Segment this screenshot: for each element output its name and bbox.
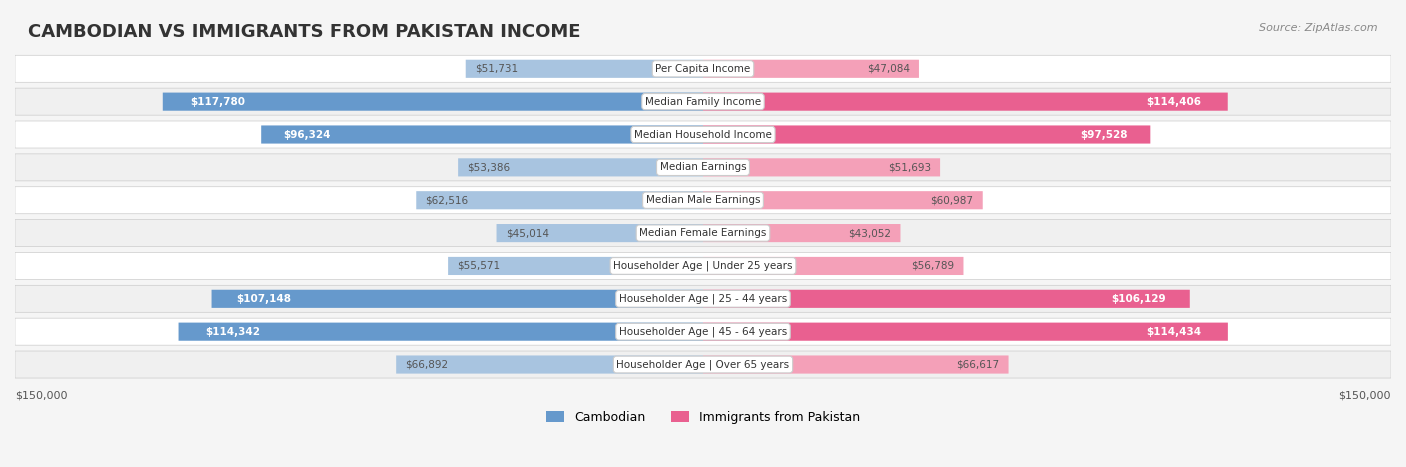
FancyBboxPatch shape [465, 60, 703, 78]
FancyBboxPatch shape [15, 187, 1391, 214]
FancyBboxPatch shape [496, 224, 703, 242]
Text: $106,129: $106,129 [1111, 294, 1166, 304]
FancyBboxPatch shape [416, 191, 703, 209]
Text: Median Household Income: Median Household Income [634, 129, 772, 140]
FancyBboxPatch shape [703, 60, 920, 78]
FancyBboxPatch shape [15, 219, 1391, 247]
FancyBboxPatch shape [15, 88, 1391, 115]
Text: CAMBODIAN VS IMMIGRANTS FROM PAKISTAN INCOME: CAMBODIAN VS IMMIGRANTS FROM PAKISTAN IN… [28, 23, 581, 42]
FancyBboxPatch shape [15, 285, 1391, 312]
Text: $114,342: $114,342 [205, 327, 260, 337]
Text: $43,052: $43,052 [848, 228, 891, 238]
Text: $47,084: $47,084 [866, 64, 910, 74]
Text: Householder Age | Under 25 years: Householder Age | Under 25 years [613, 261, 793, 271]
Text: $56,789: $56,789 [911, 261, 955, 271]
Text: Householder Age | 25 - 44 years: Householder Age | 25 - 44 years [619, 294, 787, 304]
FancyBboxPatch shape [15, 154, 1391, 181]
FancyBboxPatch shape [703, 257, 963, 275]
Text: $117,780: $117,780 [190, 97, 245, 106]
Text: $55,571: $55,571 [457, 261, 501, 271]
FancyBboxPatch shape [163, 92, 703, 111]
FancyBboxPatch shape [703, 224, 900, 242]
FancyBboxPatch shape [703, 355, 1008, 374]
Text: $96,324: $96,324 [283, 129, 330, 140]
Text: $107,148: $107,148 [236, 294, 291, 304]
Text: $45,014: $45,014 [506, 228, 548, 238]
Text: Per Capita Income: Per Capita Income [655, 64, 751, 74]
Text: $150,000: $150,000 [15, 391, 67, 401]
Text: $97,528: $97,528 [1080, 129, 1128, 140]
Text: Median Male Earnings: Median Male Earnings [645, 195, 761, 205]
FancyBboxPatch shape [458, 158, 703, 177]
Text: Householder Age | 45 - 64 years: Householder Age | 45 - 64 years [619, 326, 787, 337]
Text: Median Family Income: Median Family Income [645, 97, 761, 106]
Text: $62,516: $62,516 [426, 195, 468, 205]
Text: $60,987: $60,987 [931, 195, 973, 205]
FancyBboxPatch shape [179, 323, 703, 341]
Text: $53,386: $53,386 [467, 163, 510, 172]
Text: $150,000: $150,000 [1339, 391, 1391, 401]
Text: $51,731: $51,731 [475, 64, 517, 74]
FancyBboxPatch shape [15, 318, 1391, 345]
Legend: Cambodian, Immigrants from Pakistan: Cambodian, Immigrants from Pakistan [546, 411, 860, 424]
FancyBboxPatch shape [703, 323, 1227, 341]
FancyBboxPatch shape [211, 290, 703, 308]
FancyBboxPatch shape [703, 290, 1189, 308]
FancyBboxPatch shape [703, 158, 941, 177]
FancyBboxPatch shape [703, 126, 1150, 143]
Text: $66,617: $66,617 [956, 360, 1000, 369]
FancyBboxPatch shape [703, 92, 1227, 111]
Text: $114,406: $114,406 [1146, 97, 1202, 106]
Text: Source: ZipAtlas.com: Source: ZipAtlas.com [1260, 23, 1378, 33]
Text: $114,434: $114,434 [1146, 327, 1202, 337]
FancyBboxPatch shape [15, 351, 1391, 378]
FancyBboxPatch shape [15, 253, 1391, 279]
Text: Householder Age | Over 65 years: Householder Age | Over 65 years [616, 359, 790, 370]
FancyBboxPatch shape [15, 55, 1391, 82]
Text: Median Female Earnings: Median Female Earnings [640, 228, 766, 238]
FancyBboxPatch shape [396, 355, 703, 374]
FancyBboxPatch shape [449, 257, 703, 275]
FancyBboxPatch shape [15, 121, 1391, 148]
FancyBboxPatch shape [262, 126, 703, 143]
Text: Median Earnings: Median Earnings [659, 163, 747, 172]
Text: $66,892: $66,892 [405, 360, 449, 369]
Text: $51,693: $51,693 [887, 163, 931, 172]
FancyBboxPatch shape [703, 191, 983, 209]
